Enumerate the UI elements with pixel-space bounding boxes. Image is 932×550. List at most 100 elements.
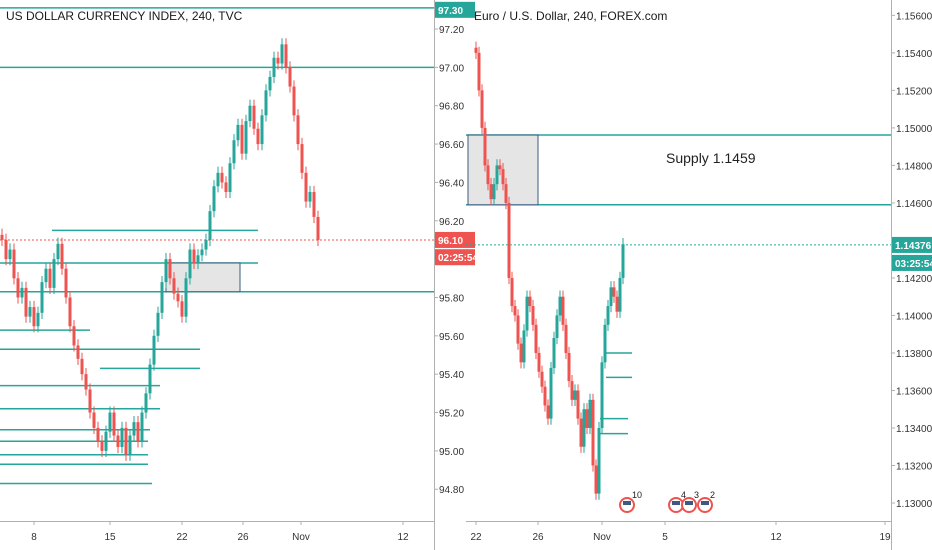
y-tick-label: 1.13600: [896, 386, 932, 397]
candle-body: [272, 57, 276, 77]
candle-body: [0, 234, 4, 240]
candle-body: [564, 324, 568, 353]
candle-body: [216, 172, 220, 187]
y-tick-label: 1.13200: [896, 461, 932, 472]
y-tick-label: 1.15200: [896, 86, 932, 97]
event-count-label: 4: [681, 490, 686, 500]
candle-body: [196, 255, 200, 263]
candle-body: [92, 412, 96, 428]
candle-body: [60, 243, 64, 269]
y-tick-label: 1.13000: [896, 499, 932, 510]
y-tick-label: 1.14200: [896, 274, 932, 285]
candle-body: [244, 121, 248, 154]
price-tag-label: 03:25:54: [895, 259, 932, 270]
candle-body: [483, 127, 487, 166]
candle-body: [603, 324, 607, 363]
candle-body: [20, 287, 24, 298]
candle-body: [252, 105, 256, 129]
candle-body: [88, 389, 92, 413]
candle-body: [304, 172, 308, 202]
right-axis-divider: [891, 0, 892, 550]
y-tick-label: 96.20: [439, 217, 464, 228]
candle-body: [531, 306, 535, 325]
candle-body: [44, 268, 48, 283]
candle-body: [296, 115, 300, 145]
right-x-axis-line: [466, 521, 891, 522]
candle-body: [160, 282, 164, 313]
candle-body: [280, 44, 284, 64]
candle-body: [8, 249, 12, 260]
usd-index-pane: 97.20 97.00 96.80 96.60 96.40 96.20 95.80 95.60…: [0, 0, 478, 550]
y-tick-label: 96.60: [439, 140, 464, 151]
event-count-label: 10: [632, 490, 642, 500]
candle-body: [558, 296, 562, 316]
pane-title: Euro / U.S. Dollar, 240, FOREX.com: [474, 9, 667, 23]
y-tick-label: 1.14800: [896, 161, 932, 172]
candle-body: [576, 390, 580, 419]
event-count-label: 2: [710, 490, 715, 500]
candle-body: [236, 124, 240, 141]
y-tick-label: 95.80: [439, 293, 464, 304]
candle-body: [224, 182, 228, 193]
candle-body: [144, 393, 148, 413]
pane-divider: [434, 0, 435, 550]
candle-body: [486, 165, 490, 185]
candle-body: [36, 312, 40, 327]
y-tick-label: 1.15400: [896, 49, 932, 60]
candle-body: [220, 172, 224, 183]
candle-body: [555, 315, 559, 338]
y-tick-label: 1.13400: [896, 424, 932, 435]
candle-body: [522, 330, 526, 363]
candle-body: [172, 278, 176, 294]
candle-body: [312, 192, 316, 217]
y-tick-label: 1.14600: [896, 199, 932, 210]
candle-body: [4, 239, 8, 260]
x-tick-label: 26: [532, 532, 544, 543]
x-tick-label: 26: [237, 532, 249, 543]
candle-body: [621, 244, 625, 278]
supply-zone-label: Supply 1.1459: [666, 150, 756, 166]
x-tick-label: 8: [31, 532, 37, 543]
x-tick-label: 22: [470, 532, 482, 543]
candle-body: [546, 405, 550, 419]
candle-body: [108, 412, 112, 432]
x-tick-label: 5: [662, 532, 668, 543]
candle-body: [585, 409, 589, 428]
candle-body: [188, 249, 192, 279]
candle-body: [510, 277, 514, 307]
candle-body: [184, 278, 188, 317]
candle-body: [495, 165, 499, 185]
candle-body: [112, 412, 116, 436]
candle-body: [528, 296, 532, 307]
candle-body: [212, 186, 216, 212]
y-tick-label: 1.15600: [896, 11, 932, 22]
x-tick-label: 12: [770, 532, 782, 543]
candle-body: [80, 358, 84, 375]
y-tick-label: 1.13800: [896, 349, 932, 360]
y-tick-label: 97.00: [439, 63, 464, 74]
candle-body: [504, 184, 508, 203]
y-tick-label: 94.80: [439, 485, 464, 496]
candle-body: [204, 239, 208, 250]
candle-body: [24, 287, 28, 317]
y-tick-label: 97.20: [439, 25, 464, 36]
price-tag-box: [435, 231, 475, 248]
price-tag-box: [435, 1, 475, 18]
x-tick-label: Nov: [593, 532, 611, 543]
candle-body: [579, 418, 583, 447]
candle-body: [567, 352, 571, 382]
price-tag-label: 02:25:54: [438, 253, 478, 264]
candle-body: [192, 249, 196, 263]
flag-stripe-icon: [623, 501, 631, 505]
candle-body: [292, 86, 296, 116]
candle-body: [492, 184, 496, 200]
x-tick-label: 22: [176, 532, 188, 543]
candle-body: [120, 427, 124, 448]
candle-body: [618, 277, 622, 312]
y-tick-label: 1.15000: [896, 124, 932, 135]
candle-body: [248, 105, 252, 122]
candle-body: [260, 115, 264, 145]
candle-body: [76, 345, 80, 359]
candle-body: [56, 243, 60, 260]
